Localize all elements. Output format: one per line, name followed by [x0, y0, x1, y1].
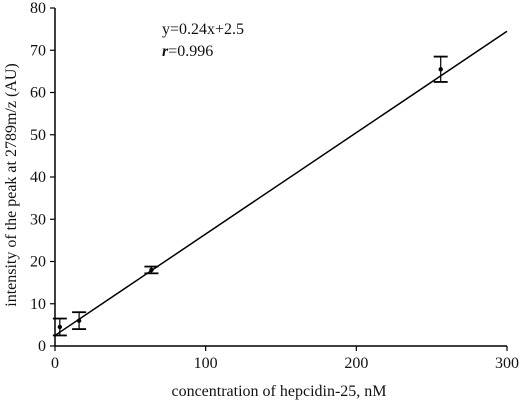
y-tick-label: 40: [30, 169, 46, 186]
x-tick-label: 300: [495, 355, 519, 372]
axes: [54, 8, 507, 347]
y-tick-label: 70: [30, 42, 46, 59]
fit-line-group: [54, 30, 508, 337]
y-tick-label: 50: [30, 127, 46, 144]
y-tick-label: 30: [30, 211, 46, 228]
x-tick-label: 0: [51, 355, 59, 372]
y-tick-label: 60: [30, 85, 46, 102]
y-tick-label: 0: [38, 338, 46, 355]
data-point: [433, 55, 448, 83]
fit-line: [54, 30, 508, 337]
data-point: [52, 317, 67, 337]
x-tick-label: 200: [344, 355, 368, 372]
data-point: [144, 265, 159, 275]
r-value: =0.996: [168, 43, 213, 60]
x-axis-title: concentration of hepcidin-25, nM: [171, 383, 386, 400]
y-tick-label: 10: [30, 296, 46, 313]
correlation-annotation: r=0.996: [162, 43, 213, 60]
y-tick-label: 80: [30, 0, 46, 17]
r-symbol: r: [162, 43, 169, 60]
tick-marks: 0 100 200 300 0 10 20 30 40 50 60 70 80: [30, 0, 519, 372]
point-marker: [149, 267, 154, 273]
fit-equation: y=0.24x+2.5: [162, 21, 244, 38]
y-tick-label: 20: [30, 254, 46, 271]
point-marker: [76, 318, 82, 323]
point-marker: [438, 67, 443, 72]
data-points: [52, 55, 448, 337]
data-point: [72, 311, 87, 331]
x-tick-label: 100: [194, 355, 218, 372]
y-axis-title: intensity of the peak at 2789m/z (AU): [3, 63, 20, 307]
point-marker: [57, 324, 63, 330]
